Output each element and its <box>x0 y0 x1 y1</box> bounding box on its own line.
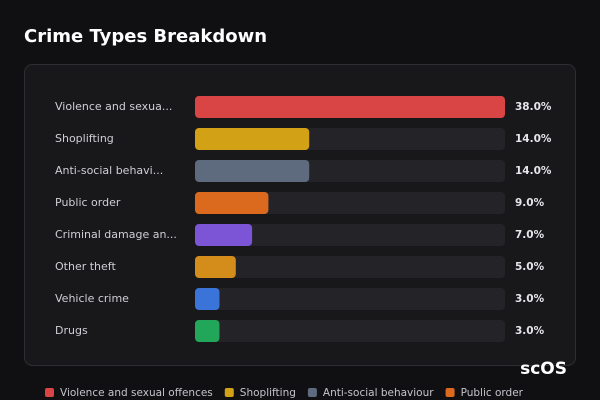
value-label: 3.0% <box>515 293 545 305</box>
value-label: 5.0% <box>515 261 545 273</box>
bar-track <box>195 224 505 246</box>
value-label: 38.0% <box>515 101 552 113</box>
legend-label: Violence and sexual offences <box>60 387 213 399</box>
category-label: Anti-social behavi... <box>55 164 163 177</box>
bar <box>195 224 253 246</box>
category-label: Public order <box>55 196 121 209</box>
bar <box>195 160 310 182</box>
category-label: Other theft <box>55 260 116 273</box>
bar-track <box>195 288 505 310</box>
bar-track <box>195 256 505 278</box>
legend-label: Anti-social behaviour <box>323 387 434 399</box>
category-label: Drugs <box>55 324 88 337</box>
bar-track <box>195 320 505 342</box>
bar <box>195 320 220 342</box>
legend-swatch <box>307 388 317 397</box>
value-label: 7.0% <box>515 229 545 241</box>
category-label: Vehicle crime <box>55 292 129 305</box>
category-label: Criminal damage an... <box>55 228 177 241</box>
value-label: 9.0% <box>515 197 545 209</box>
bar <box>195 128 310 150</box>
category-label: Violence and sexua... <box>55 100 172 113</box>
bar-track <box>195 192 505 214</box>
legend-swatch <box>45 388 54 397</box>
legend-label: Public order <box>461 387 524 399</box>
value-label: 14.0% <box>515 133 552 145</box>
bar <box>195 256 236 278</box>
value-label: 14.0% <box>515 165 552 177</box>
legend-swatch <box>445 388 455 397</box>
watermark: scOS <box>520 359 567 379</box>
value-label: 3.0% <box>515 325 545 337</box>
chart-title: Crime Types Breakdown <box>24 26 267 47</box>
bar <box>195 288 220 310</box>
bar <box>195 192 269 214</box>
category-label: Shoplifting <box>55 132 114 145</box>
bar <box>195 96 505 118</box>
legend-swatch <box>224 388 234 397</box>
legend-label: Shoplifting <box>240 387 296 399</box>
